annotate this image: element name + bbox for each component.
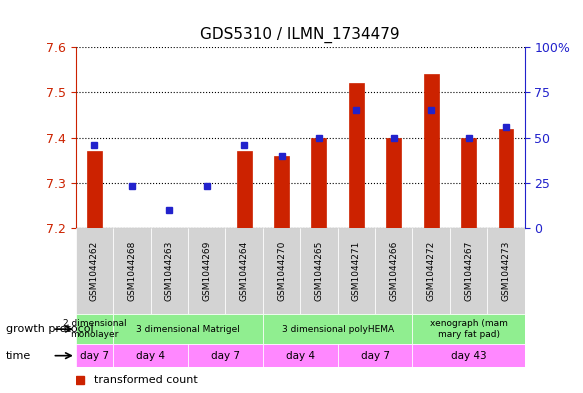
FancyBboxPatch shape — [113, 344, 188, 367]
Text: day 4: day 4 — [286, 351, 315, 361]
Text: GSM1044267: GSM1044267 — [464, 241, 473, 301]
Text: GSM1044269: GSM1044269 — [202, 241, 211, 301]
Text: GSM1044268: GSM1044268 — [128, 241, 136, 301]
FancyBboxPatch shape — [76, 228, 113, 314]
FancyBboxPatch shape — [263, 344, 338, 367]
FancyBboxPatch shape — [412, 314, 525, 344]
Text: transformed count: transformed count — [94, 375, 198, 385]
Title: GDS5310 / ILMN_1734479: GDS5310 / ILMN_1734479 — [201, 27, 400, 43]
Text: growth protocol: growth protocol — [6, 324, 93, 334]
Bar — [387, 138, 401, 228]
FancyBboxPatch shape — [263, 314, 412, 344]
FancyBboxPatch shape — [226, 228, 263, 314]
Text: time: time — [6, 351, 31, 361]
FancyBboxPatch shape — [300, 228, 338, 314]
FancyBboxPatch shape — [113, 314, 263, 344]
Text: xenograph (mam
mary fat pad): xenograph (mam mary fat pad) — [430, 320, 508, 339]
FancyBboxPatch shape — [188, 344, 263, 367]
Text: 3 dimensional polyHEMA: 3 dimensional polyHEMA — [282, 325, 394, 334]
FancyBboxPatch shape — [487, 228, 525, 314]
FancyBboxPatch shape — [76, 314, 113, 344]
Text: 2 dimensional
monolayer: 2 dimensional monolayer — [63, 320, 127, 339]
Text: GSM1044273: GSM1044273 — [501, 241, 511, 301]
FancyBboxPatch shape — [113, 228, 150, 314]
Bar — [349, 83, 364, 228]
Bar — [274, 156, 289, 228]
FancyBboxPatch shape — [412, 344, 525, 367]
Bar — [237, 151, 252, 228]
Text: 3 dimensional Matrigel: 3 dimensional Matrigel — [136, 325, 240, 334]
Text: day 43: day 43 — [451, 351, 486, 361]
FancyBboxPatch shape — [338, 344, 412, 367]
Text: GSM1044270: GSM1044270 — [277, 241, 286, 301]
Bar — [461, 138, 476, 228]
Text: GSM1044264: GSM1044264 — [240, 241, 248, 301]
Text: GSM1044263: GSM1044263 — [165, 241, 174, 301]
FancyBboxPatch shape — [76, 344, 113, 367]
Text: GSM1044266: GSM1044266 — [389, 241, 398, 301]
Bar — [311, 138, 326, 228]
FancyBboxPatch shape — [263, 228, 300, 314]
Text: day 7: day 7 — [80, 351, 109, 361]
Text: day 4: day 4 — [136, 351, 165, 361]
FancyBboxPatch shape — [450, 228, 487, 314]
FancyBboxPatch shape — [150, 228, 188, 314]
Text: day 7: day 7 — [360, 351, 389, 361]
FancyBboxPatch shape — [412, 228, 450, 314]
Text: GSM1044271: GSM1044271 — [352, 241, 361, 301]
Text: day 7: day 7 — [211, 351, 240, 361]
FancyBboxPatch shape — [188, 228, 226, 314]
Text: GSM1044265: GSM1044265 — [314, 241, 324, 301]
Bar — [424, 74, 438, 228]
Text: GSM1044262: GSM1044262 — [90, 241, 99, 301]
Bar — [498, 129, 514, 228]
FancyBboxPatch shape — [338, 228, 375, 314]
FancyBboxPatch shape — [375, 228, 412, 314]
Bar — [87, 151, 102, 228]
Text: GSM1044272: GSM1044272 — [427, 241, 436, 301]
